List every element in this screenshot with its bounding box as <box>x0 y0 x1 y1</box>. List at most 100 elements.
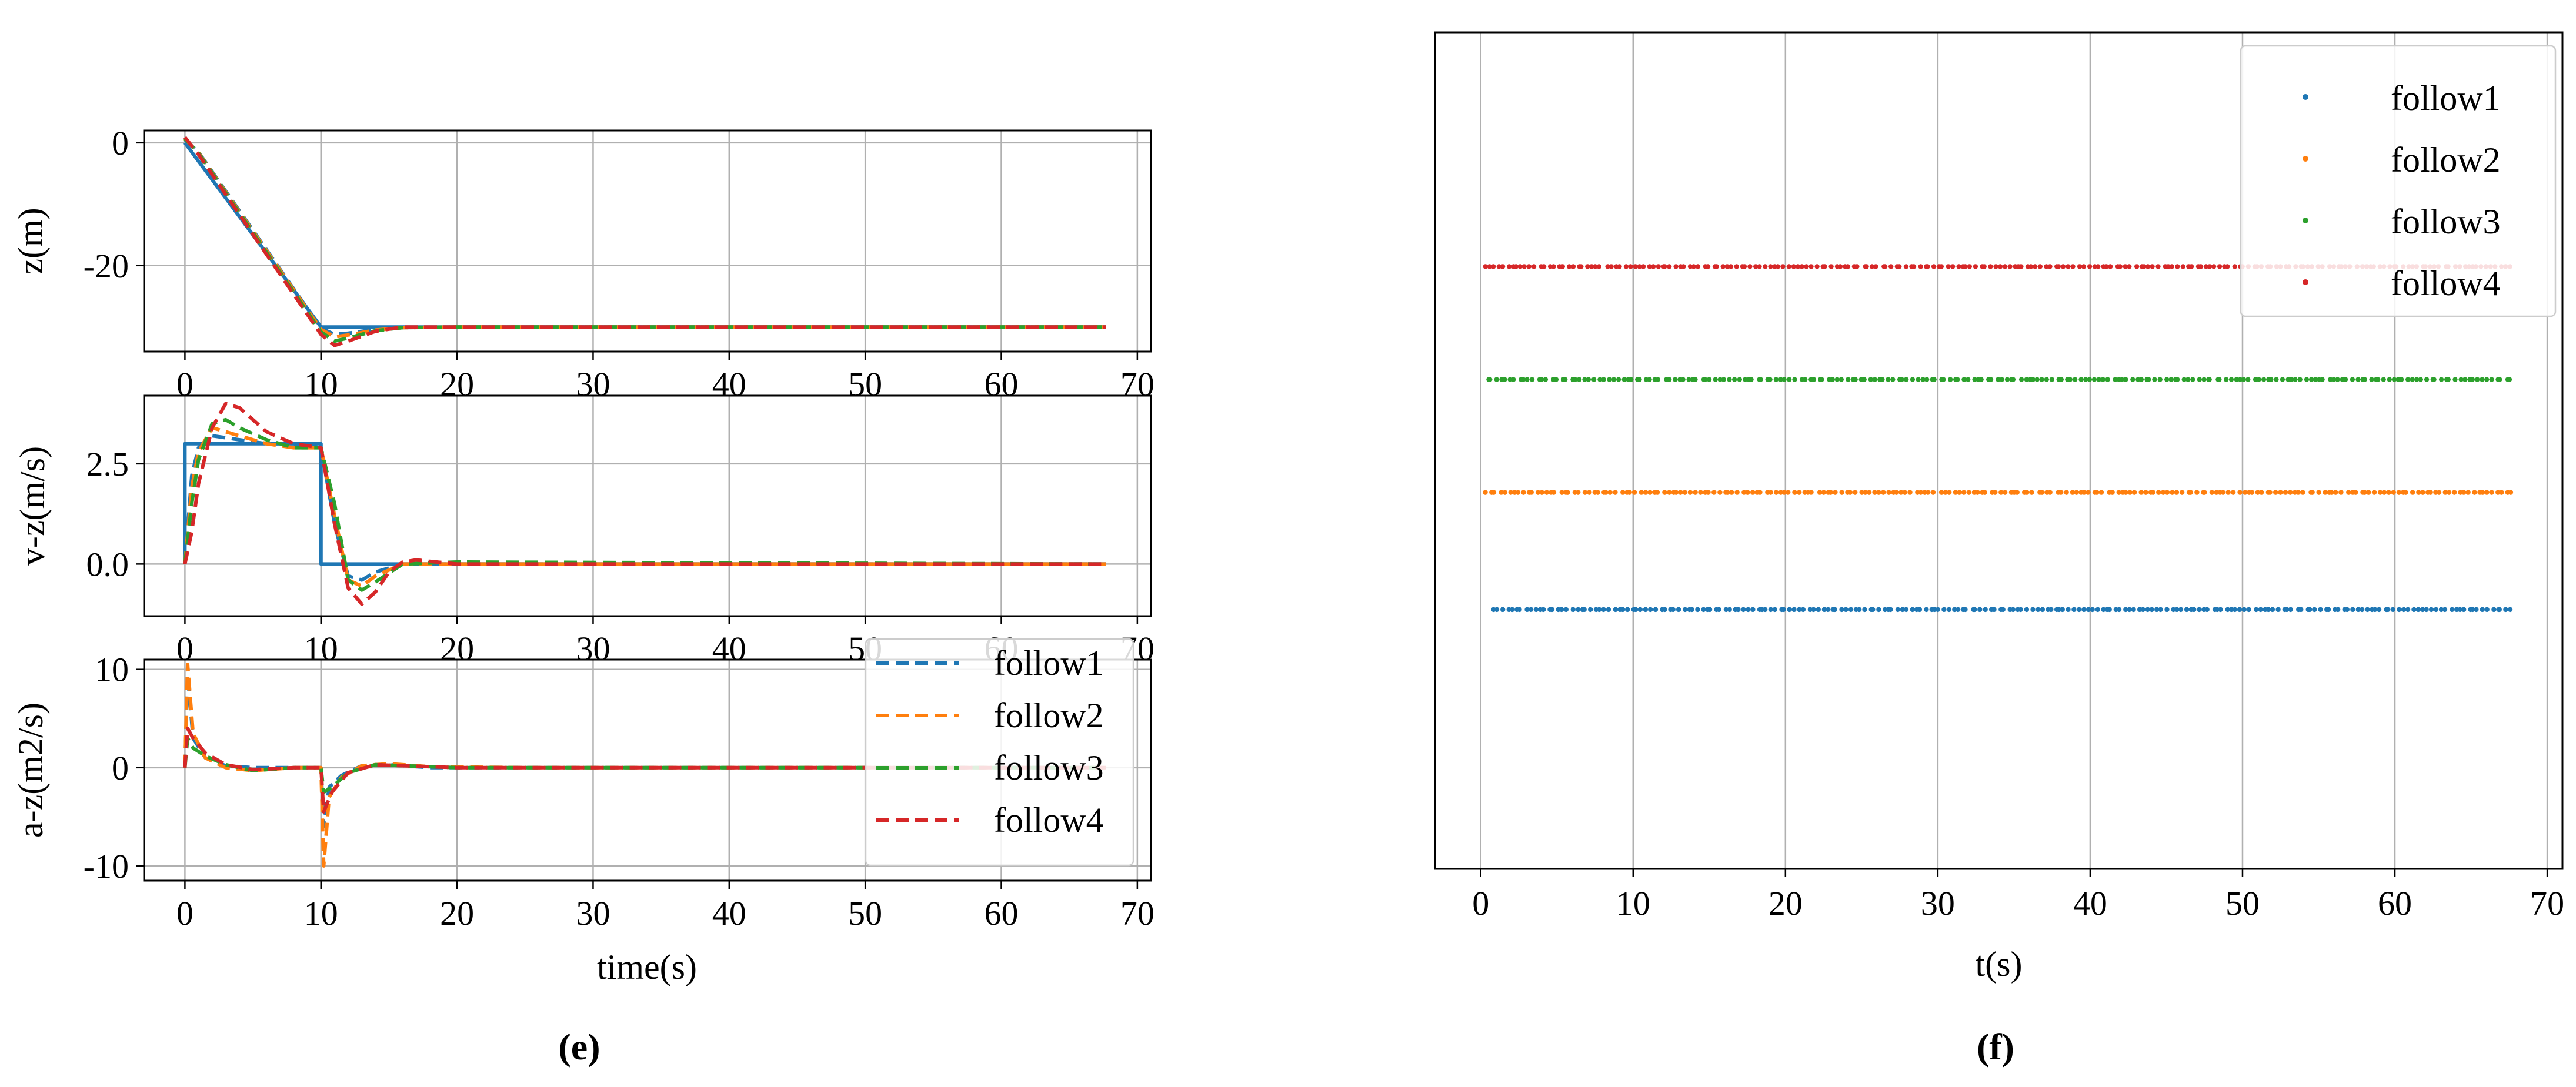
scatter-point <box>1686 377 1691 382</box>
scatter-point <box>2452 377 2458 382</box>
scatter-point <box>2442 490 2448 495</box>
scatter-point <box>2110 490 2115 495</box>
scatter-point <box>2405 607 2411 613</box>
scatter-point <box>2198 264 2204 269</box>
scatter-point <box>1510 607 1515 613</box>
scatter-point <box>1570 607 1576 613</box>
axes-frame <box>1434 31 2564 870</box>
scatter-point <box>1981 264 1987 269</box>
scatter-point <box>1888 264 1894 269</box>
scatter-point <box>2284 607 2290 613</box>
scatter-point <box>2030 377 2036 382</box>
scatter-point <box>1753 264 1759 269</box>
scatter-point <box>2179 490 2185 495</box>
scatter-point <box>2217 264 2223 269</box>
scatter-point <box>1924 377 1930 382</box>
scatter-point <box>1617 264 1622 269</box>
scatter-point <box>2375 377 2381 382</box>
scatter-point <box>1605 264 1610 269</box>
legend-marker-follow2 <box>2303 156 2308 162</box>
scatter-point <box>2397 607 2402 613</box>
legend-label-follow2: follow2 <box>2391 141 2501 179</box>
scatter-point <box>2174 490 2180 495</box>
scatter-point <box>2081 607 2087 613</box>
scatter-point <box>2225 607 2230 613</box>
scatter-point <box>1757 490 1763 495</box>
scatter-point <box>1781 607 1786 613</box>
scatter-point <box>2134 264 2140 269</box>
scatter-point <box>2010 377 2016 382</box>
scatter-point <box>2067 377 2073 382</box>
scatter-point <box>1616 377 1621 382</box>
scatter-point <box>2157 377 2163 382</box>
scatter-point <box>1689 607 1694 613</box>
scatter-point <box>1863 490 1868 495</box>
scatter-point <box>2158 607 2163 613</box>
scatter-point <box>1595 490 1600 495</box>
scatter-point <box>2039 490 2045 495</box>
scatter-point <box>2475 377 2480 382</box>
caption-f: (f) <box>1977 1026 2014 1068</box>
scatter-point <box>1811 607 1816 613</box>
scatter-point <box>1647 490 1653 495</box>
scatter-point <box>2076 607 2082 613</box>
scatter-point <box>2194 490 2200 495</box>
scatter-point <box>1705 264 1711 269</box>
scatter-point <box>2083 377 2088 382</box>
scatter-point <box>2298 607 2304 613</box>
scatter-point <box>1621 377 1627 382</box>
scatter-point <box>1737 377 1742 382</box>
scatter-point <box>1750 490 1756 495</box>
scatter-point <box>1768 264 1773 269</box>
scatter-point <box>1491 264 1496 269</box>
scatter-point <box>1693 490 1698 495</box>
scatter-point <box>2465 490 2471 495</box>
scatter-point <box>2230 490 2236 495</box>
scatter-point <box>2362 490 2367 495</box>
scatter-point <box>2117 264 2123 269</box>
scatter-point <box>2268 377 2274 382</box>
scatter-point <box>2002 490 2008 495</box>
scatter-point <box>2211 264 2217 269</box>
scatter-point <box>2138 377 2144 382</box>
scatter-point <box>2184 607 2190 613</box>
scatter-point <box>1653 607 1659 613</box>
scatter-point <box>1869 264 1875 269</box>
scatter-point <box>1587 490 1592 495</box>
scatter-point <box>1991 607 1997 613</box>
scatter-point <box>2170 490 2175 495</box>
scatter-point <box>1494 607 1500 613</box>
scatter-point <box>2081 264 2087 269</box>
scatter-point <box>1706 377 1712 382</box>
scatter-point <box>2365 607 2370 613</box>
scatter-point <box>2470 377 2475 382</box>
scatter-point <box>2386 490 2391 495</box>
scatter-point <box>2024 607 2030 613</box>
scatter-point <box>2335 377 2340 382</box>
scatter-point <box>1853 490 1858 495</box>
scatter-point <box>1553 377 1559 382</box>
scatter-point <box>1623 264 1629 269</box>
scatter-point <box>2355 377 2361 382</box>
scatter-point <box>1551 264 1556 269</box>
scatter-point <box>1563 377 1568 382</box>
scatter-point <box>1637 264 1642 269</box>
scatter-point <box>1681 264 1686 269</box>
scatter-point <box>2438 607 2444 613</box>
scatter-point <box>1843 607 1848 613</box>
scatter-point <box>2350 377 2355 382</box>
scatter-point <box>1643 607 1649 613</box>
scatter-point <box>1886 377 1891 382</box>
scatter-point <box>2414 377 2420 382</box>
scatter-point <box>1953 490 1958 495</box>
scatter-point <box>2278 490 2283 495</box>
scatter-point <box>1837 264 1843 269</box>
scatter-point <box>2007 264 2013 269</box>
scatter-point <box>1656 264 1661 269</box>
scatter-point <box>2436 490 2442 495</box>
scatter-point <box>1483 264 1488 269</box>
scatter-point <box>2010 607 2016 613</box>
scatter-point <box>1864 264 1869 269</box>
scatter-point <box>1882 607 1888 613</box>
scatter-point <box>2098 490 2104 495</box>
